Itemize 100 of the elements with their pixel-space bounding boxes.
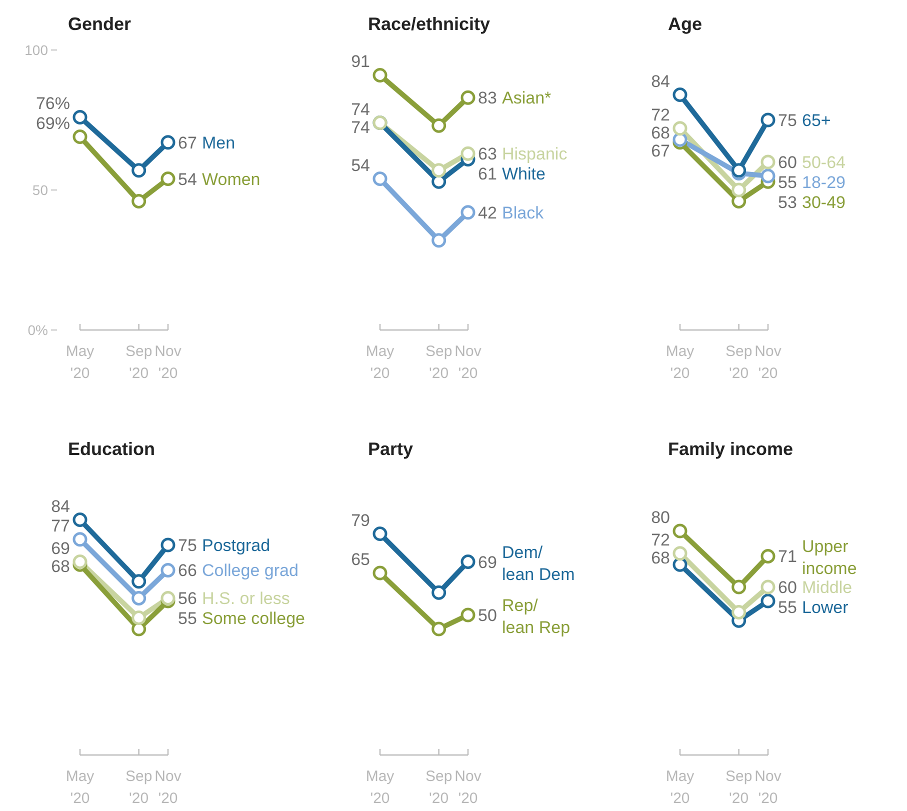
point <box>460 205 476 220</box>
series-label: Middle <box>802 578 852 597</box>
point <box>732 580 746 594</box>
point <box>672 557 688 572</box>
point <box>160 135 176 150</box>
x-tick-label: May '20 <box>366 768 395 807</box>
series-label: Hispanic <box>502 144 568 164</box>
data-label: 75 <box>778 111 797 130</box>
x-tick-label: May '20 <box>66 343 95 382</box>
point <box>672 546 688 561</box>
series-label: H.S. or less <box>202 589 290 608</box>
series-label: Postgrad <box>202 536 270 555</box>
data-label: 69 <box>478 552 497 572</box>
series-label: Upper income <box>802 537 857 578</box>
x-tick-label: Sep '20 <box>725 343 752 382</box>
data-label: 56 <box>178 589 197 608</box>
point <box>72 110 88 124</box>
data-label: 79 <box>351 510 370 530</box>
series-label: Rep/ lean Rep <box>502 596 570 637</box>
x-tick-label: Nov '20 <box>754 768 782 807</box>
x-tick-label: May '20 <box>666 343 695 382</box>
point <box>432 622 446 636</box>
chart-title: Age <box>668 14 702 34</box>
point <box>72 130 88 144</box>
point <box>460 90 476 105</box>
data-label: 74 <box>351 100 370 119</box>
point <box>732 604 746 620</box>
point <box>372 172 388 186</box>
data-label: 77 <box>51 516 70 536</box>
data-label: 76% <box>36 94 70 114</box>
data-label: 84 <box>51 496 70 516</box>
series-label: 50-64 <box>802 153 846 172</box>
point <box>132 194 146 208</box>
x-tick-label: Nov '20 <box>454 343 482 382</box>
data-label: 75 <box>178 536 197 555</box>
data-label: 54 <box>178 170 197 189</box>
data-label: 68 <box>51 556 70 576</box>
y-tick-label: 0% <box>28 322 48 338</box>
x-tick-label: Sep '20 <box>125 343 152 382</box>
chart-title: Education <box>68 439 156 459</box>
chart-title: Family income <box>668 439 794 459</box>
point <box>672 88 688 102</box>
data-label: 53 <box>778 193 797 212</box>
x-tick-label: May '20 <box>666 768 695 807</box>
point <box>672 121 688 136</box>
point <box>372 566 388 580</box>
data-label: 72 <box>651 105 670 124</box>
data-label: 69 <box>51 538 70 558</box>
data-label: 83 <box>478 88 497 108</box>
series-label: Men <box>202 133 236 152</box>
data-label: 63 <box>478 144 497 164</box>
x-tick-label: Sep '20 <box>425 768 452 807</box>
data-label: 60 <box>778 153 797 172</box>
data-label: 71 <box>778 547 797 566</box>
x-tick-label: Nov '20 <box>154 768 182 807</box>
series-label: White <box>502 164 546 184</box>
data-label: 60 <box>778 578 797 597</box>
point <box>460 146 476 161</box>
series-label: College grad <box>202 561 298 580</box>
point <box>72 512 88 528</box>
data-label: 67 <box>651 141 670 160</box>
x-tick-label: May '20 <box>66 768 95 807</box>
series-label: Dem/ lean Dem <box>502 542 575 584</box>
data-label: 55 <box>778 598 797 617</box>
point <box>72 532 88 547</box>
x-tick-label: Sep '20 <box>125 768 152 807</box>
x-tick-label: Sep '20 <box>425 343 452 382</box>
y-tick-label: 50 <box>32 182 48 198</box>
chart-title: Race/ethnicity <box>368 14 490 34</box>
data-label: 55 <box>778 173 797 192</box>
point <box>372 68 388 82</box>
point <box>760 580 776 594</box>
series-label: 18-29 <box>802 173 846 192</box>
data-label: 66 <box>178 561 197 580</box>
y-tick-label: 100 <box>24 42 48 58</box>
point <box>760 112 776 128</box>
point <box>432 163 446 178</box>
point <box>672 524 688 538</box>
x-tick-label: Nov '20 <box>754 343 782 382</box>
chart-title: Gender <box>68 14 132 34</box>
data-label: 84 <box>651 72 670 91</box>
point <box>132 163 146 178</box>
series-label: Black <box>502 203 544 222</box>
point <box>432 118 446 133</box>
data-label: 67 <box>178 133 197 152</box>
x-tick-label: Nov '20 <box>454 768 482 807</box>
data-label: 54 <box>351 156 370 175</box>
data-label: 91 <box>351 52 370 72</box>
series-label: Women <box>202 170 260 189</box>
point <box>432 585 446 600</box>
data-label: 50 <box>478 606 497 625</box>
data-label: 80 <box>651 508 670 527</box>
point <box>760 594 776 608</box>
series-label: Some college <box>202 609 306 628</box>
x-tick-label: May '20 <box>366 343 395 382</box>
point <box>760 548 776 564</box>
data-label: 69% <box>36 114 70 133</box>
series-label: 30-49 <box>802 193 846 212</box>
x-tick-label: Sep '20 <box>725 768 752 807</box>
series-label: Lower <box>802 598 849 617</box>
